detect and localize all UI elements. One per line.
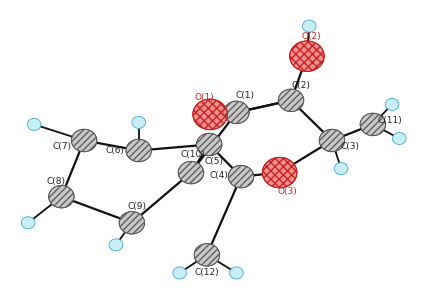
Circle shape — [230, 267, 243, 279]
Circle shape — [178, 161, 204, 184]
Circle shape — [71, 129, 97, 152]
Circle shape — [302, 20, 316, 32]
Circle shape — [173, 267, 187, 279]
Circle shape — [132, 116, 146, 128]
Text: C(11): C(11) — [378, 116, 403, 125]
Circle shape — [197, 133, 222, 156]
Circle shape — [49, 185, 74, 208]
Text: C(8): C(8) — [46, 177, 65, 186]
Text: C(4): C(4) — [210, 171, 229, 180]
Circle shape — [392, 132, 406, 144]
Text: C(7): C(7) — [53, 142, 72, 151]
Circle shape — [126, 139, 152, 162]
Text: C(2): C(2) — [292, 81, 311, 90]
Circle shape — [21, 217, 35, 229]
Circle shape — [224, 101, 249, 124]
Circle shape — [290, 41, 324, 71]
Circle shape — [262, 157, 297, 188]
Circle shape — [278, 89, 304, 112]
Circle shape — [193, 99, 227, 130]
Text: C(10): C(10) — [181, 150, 206, 159]
Circle shape — [119, 212, 145, 234]
Text: O(3): O(3) — [278, 187, 298, 196]
Circle shape — [228, 165, 254, 188]
Text: C(5): C(5) — [204, 157, 223, 166]
Text: O(1): O(1) — [195, 93, 215, 102]
Text: C(12): C(12) — [194, 268, 219, 277]
Text: C(6): C(6) — [105, 146, 124, 155]
Text: C(1): C(1) — [235, 91, 254, 100]
Circle shape — [27, 118, 41, 130]
Circle shape — [319, 129, 345, 152]
Circle shape — [194, 244, 219, 266]
Circle shape — [334, 163, 348, 175]
Text: O(2): O(2) — [302, 33, 321, 41]
Text: C(9): C(9) — [128, 202, 147, 211]
Circle shape — [109, 239, 123, 251]
Circle shape — [360, 113, 386, 136]
Text: C(3): C(3) — [341, 142, 360, 151]
Circle shape — [385, 98, 399, 110]
